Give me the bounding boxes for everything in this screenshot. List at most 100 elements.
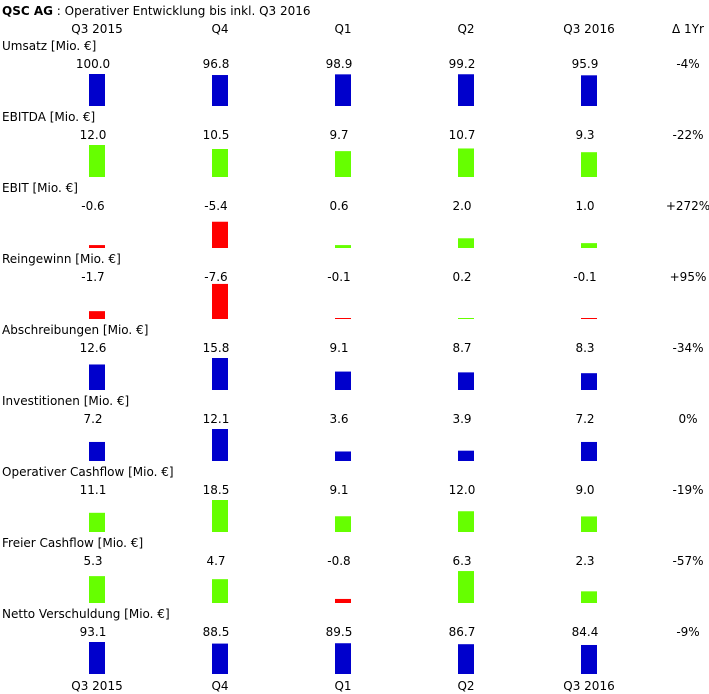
change-value: -4% — [676, 57, 699, 71]
change-value: +95% — [670, 270, 707, 284]
series-unit: [Mio. €] — [124, 465, 173, 479]
bar — [212, 643, 228, 674]
series-unit: [Mio. €] — [46, 110, 95, 124]
data-label: 9.3 — [575, 128, 594, 142]
bar — [581, 75, 597, 106]
data-label: -0.6 — [81, 199, 104, 213]
series-name: EBITDA — [2, 110, 47, 124]
series-label: Abschreibungen [Mio. €] — [2, 323, 148, 337]
data-label: 15.8 — [203, 341, 230, 355]
data-label: -5.4 — [204, 199, 227, 213]
bar — [458, 372, 474, 390]
series-name: Umsatz — [2, 39, 47, 53]
bar — [89, 364, 105, 390]
data-label: 93.1 — [80, 625, 107, 639]
data-label: 4.7 — [206, 554, 225, 568]
change-value: -19% — [672, 483, 703, 497]
data-label: 11.1 — [80, 483, 107, 497]
data-label: -1.7 — [81, 270, 104, 284]
bar — [581, 318, 597, 319]
bar — [89, 245, 105, 248]
data-label: 12.1 — [203, 412, 230, 426]
change-value: +272% — [666, 199, 709, 213]
series-unit: [Mio. €] — [94, 536, 143, 550]
data-label: 9.1 — [329, 341, 348, 355]
bar — [89, 642, 105, 674]
data-label: 12.6 — [80, 341, 107, 355]
bar — [335, 516, 351, 532]
column-header-bottom: Q4 — [211, 679, 228, 693]
data-label: -0.1 — [573, 270, 596, 284]
bar — [458, 450, 474, 461]
data-label: 2.3 — [575, 554, 594, 568]
series-name: Investitionen — [2, 394, 80, 408]
data-label: 9.7 — [329, 128, 348, 142]
bar — [89, 311, 105, 319]
data-label: 10.7 — [449, 128, 476, 142]
bar — [212, 283, 228, 319]
bar — [335, 371, 351, 390]
series-label: Investitionen [Mio. €] — [2, 394, 129, 408]
bar — [212, 75, 228, 106]
data-label: 3.6 — [329, 412, 348, 426]
bar — [89, 512, 105, 532]
column-header-top: Q4 — [211, 22, 228, 36]
data-label: 95.9 — [572, 57, 599, 71]
data-label: 1.0 — [575, 199, 594, 213]
bar — [458, 238, 474, 248]
series-label: Netto Verschuldung [Mio. €] — [2, 607, 170, 621]
series-label: Umsatz [Mio. €] — [2, 39, 96, 53]
bar — [581, 441, 597, 461]
company-name: QSC AG — [2, 4, 53, 18]
data-label: -7.6 — [204, 270, 227, 284]
series-label: EBIT [Mio. €] — [2, 181, 78, 195]
bar — [212, 221, 228, 248]
bar — [335, 318, 351, 319]
column-header-bottom: Q2 — [457, 679, 474, 693]
bar — [581, 243, 597, 248]
data-label: 2.0 — [452, 199, 471, 213]
series-name: Abschreibungen — [2, 323, 99, 337]
change-value: -34% — [672, 341, 703, 355]
series-unit: [Mio. €] — [80, 394, 129, 408]
data-label: 6.3 — [452, 554, 471, 568]
bar — [458, 148, 474, 177]
bar — [458, 74, 474, 106]
data-label: 8.7 — [452, 341, 471, 355]
data-label: 12.0 — [80, 128, 107, 142]
series-unit: [Mio. €] — [120, 607, 169, 621]
series-label: Operativer Cashflow [Mio. €] — [2, 465, 174, 479]
bar — [212, 358, 228, 390]
bar — [458, 318, 474, 319]
bar — [458, 511, 474, 532]
series-name: Freier Cashflow — [2, 536, 94, 550]
series-name: Netto Verschuldung — [2, 607, 120, 621]
change-value: -22% — [672, 128, 703, 142]
data-label: 98.9 — [326, 57, 353, 71]
column-header-top: Q3 2015 — [71, 22, 122, 36]
series-unit: [Mio. €] — [71, 252, 120, 266]
data-label: 3.9 — [452, 412, 471, 426]
bar — [212, 149, 228, 177]
bar — [581, 644, 597, 674]
series-name: Reingewinn — [2, 252, 71, 266]
bar — [89, 145, 105, 177]
data-label: 8.3 — [575, 341, 594, 355]
data-label: 10.5 — [203, 128, 230, 142]
bar — [212, 429, 228, 461]
chart-title: QSC AG : Operativer Entwicklung bis inkl… — [2, 4, 311, 18]
column-header-bottom: Q1 — [334, 679, 351, 693]
data-label: 9.1 — [329, 483, 348, 497]
bar — [89, 441, 105, 461]
bar — [581, 516, 597, 532]
data-label: -0.1 — [327, 270, 350, 284]
data-label: -0.8 — [327, 554, 350, 568]
series-label: Freier Cashflow [Mio. €] — [2, 536, 143, 550]
data-label: 5.3 — [83, 554, 102, 568]
data-label: 7.2 — [575, 412, 594, 426]
data-label: 89.5 — [326, 625, 353, 639]
data-label: 7.2 — [83, 412, 102, 426]
bar — [89, 576, 105, 603]
bar — [335, 245, 351, 248]
